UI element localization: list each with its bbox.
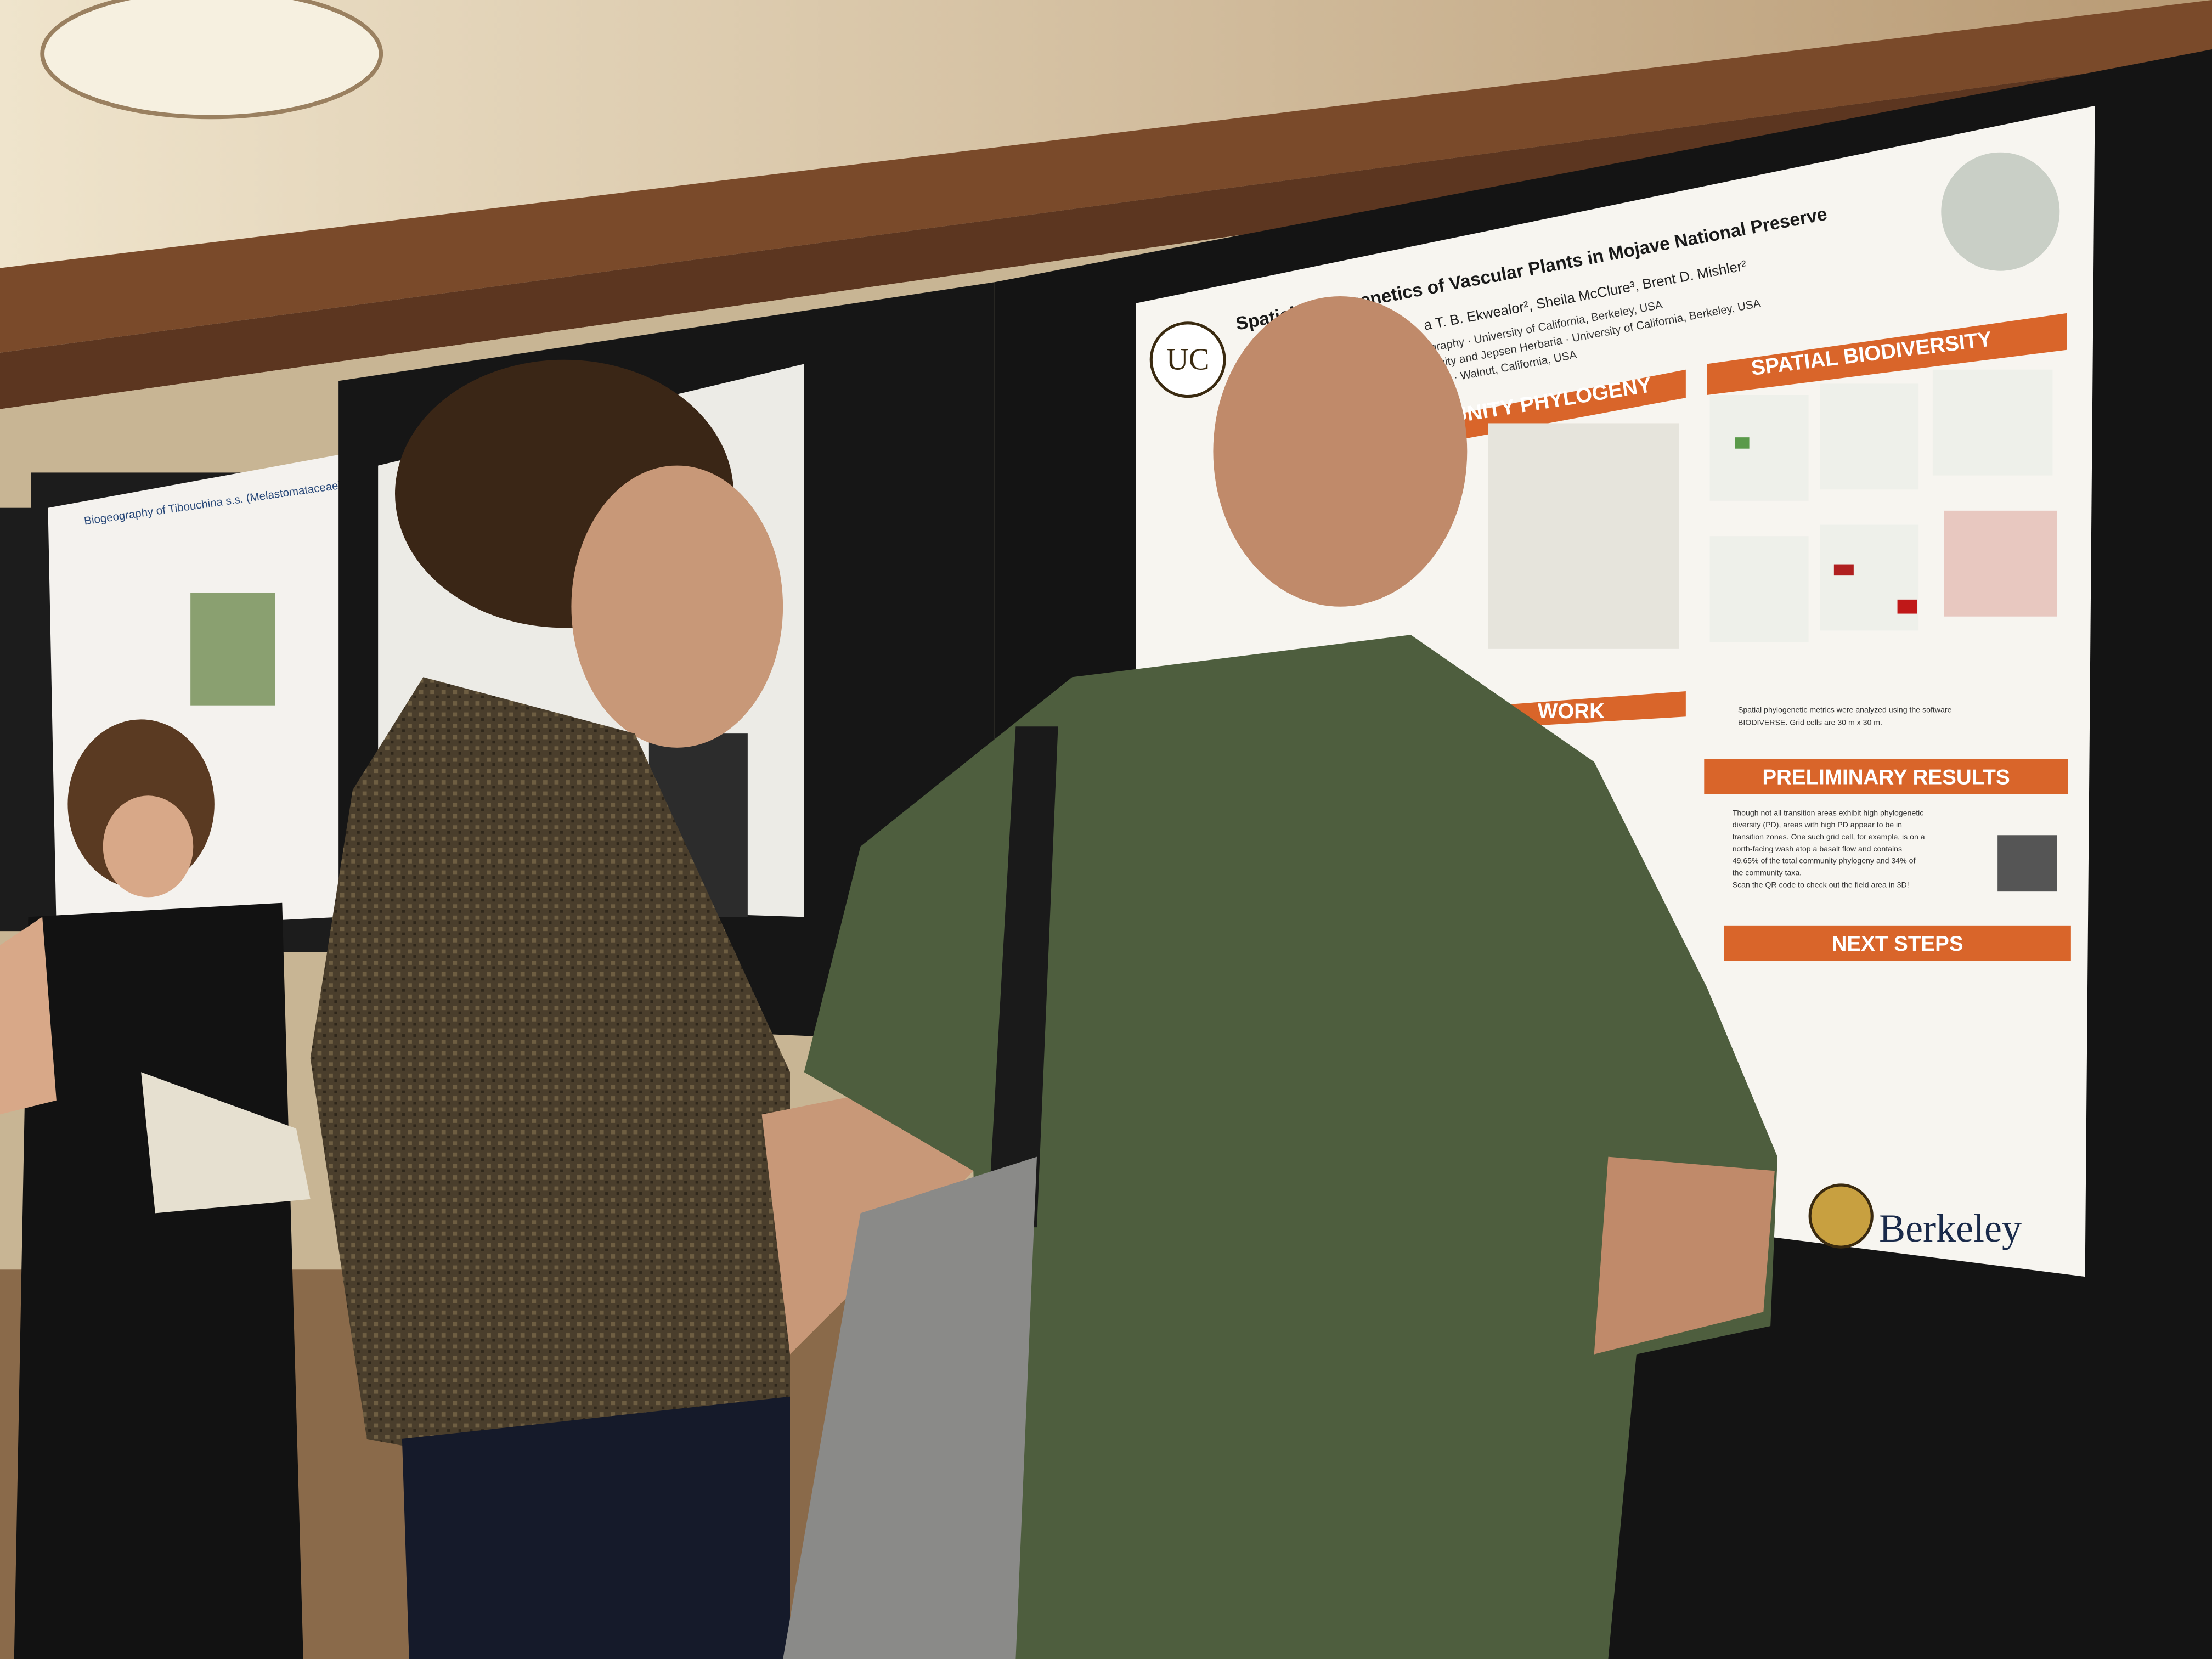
results-line: transition zones. One such grid cell, fo… xyxy=(1733,832,1925,841)
chandelier xyxy=(40,0,383,120)
map xyxy=(1709,395,1809,501)
section-bar xyxy=(1410,369,1686,449)
section-bar xyxy=(1495,691,1686,728)
spatial-note: Spatial phylogenetic metrics were analyz… xyxy=(1738,706,1952,714)
left-poster-photo xyxy=(190,592,275,706)
section-heading: PRELIMINARY RESULTS xyxy=(1762,766,2010,789)
results-line: diversity (PD), areas with high PD appea… xyxy=(1733,820,1902,829)
face xyxy=(103,795,194,898)
arm xyxy=(0,917,57,1115)
phylogeny-tree xyxy=(1488,423,1679,649)
cell xyxy=(1735,437,1750,449)
map xyxy=(1709,536,1809,642)
results-line: Scan the QR code to check out the field … xyxy=(1733,880,1909,889)
map xyxy=(1820,524,1919,631)
results-line: 49.65% of the total community phylogeny … xyxy=(1733,856,1916,865)
head xyxy=(1213,296,1468,607)
molding-shadow xyxy=(0,56,2212,409)
results-line: the community taxa. xyxy=(1733,868,1802,877)
cell xyxy=(1833,564,1854,576)
section-heading: WORK xyxy=(1538,699,1605,723)
book xyxy=(141,1072,311,1214)
bag-strap xyxy=(988,726,1058,1228)
qr-code xyxy=(1997,835,2057,892)
face xyxy=(571,465,783,748)
section-bar xyxy=(1707,313,2067,395)
arm xyxy=(1594,1156,1775,1355)
results-line: north-facing wash atop a basalt flow and… xyxy=(1733,844,1902,853)
woman xyxy=(0,719,311,1659)
map xyxy=(1944,510,2057,617)
results-text: Though not all transition areas exhibit … xyxy=(1733,808,1925,889)
shirt xyxy=(310,677,790,1481)
bag xyxy=(783,1156,1037,1659)
berkeley-logo: Berkeley xyxy=(1879,1206,2022,1250)
spatial-note: BIODIVERSE. Grid cells are 30 m x 30 m. xyxy=(1738,718,1882,727)
map xyxy=(1820,383,1919,490)
section-bar xyxy=(1704,759,2068,794)
uc-logo-text: UC xyxy=(1166,343,1210,377)
section-heading: NEXT STEPS xyxy=(1832,932,1963,956)
trousers xyxy=(402,1396,790,1659)
section-bar xyxy=(1724,925,2071,961)
man-left xyxy=(310,359,790,1659)
molding xyxy=(0,0,2212,353)
results-line: Though not all transition areas exhibit … xyxy=(1733,808,1924,817)
man-right xyxy=(761,296,1778,1659)
biodiversity-maps xyxy=(1709,369,2057,642)
berkeley-seal xyxy=(1808,1183,1874,1249)
map xyxy=(1932,369,2053,476)
uc-logo xyxy=(1149,321,1226,398)
dress xyxy=(14,902,303,1659)
cell xyxy=(1897,599,1917,614)
lab-logo xyxy=(1941,152,2060,271)
